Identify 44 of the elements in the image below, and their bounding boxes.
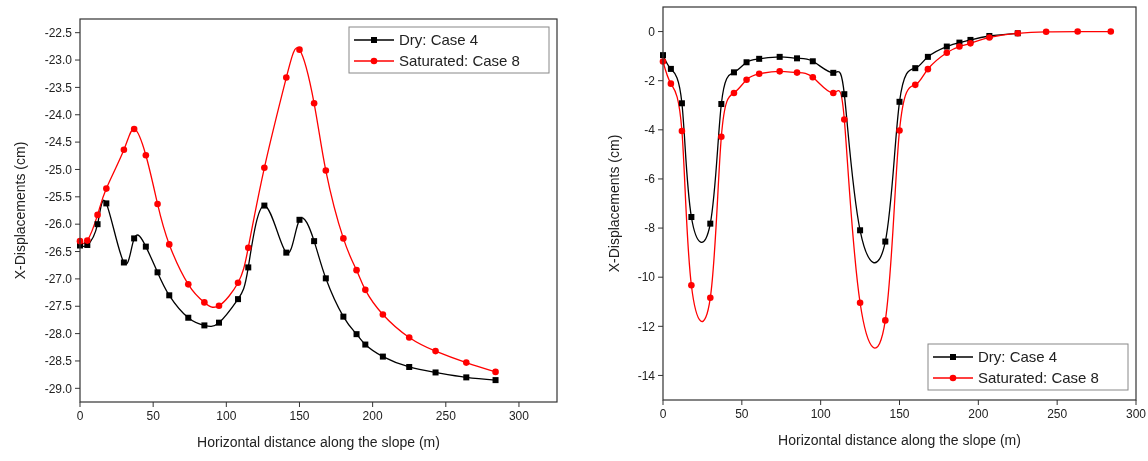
legend-label: Dry: Case 4	[978, 348, 1058, 366]
x-tick-label: 150	[889, 407, 910, 421]
y-tick-label: -8	[644, 221, 656, 236]
x-tick-label: 200	[362, 409, 383, 423]
legend-label: Saturated: Case 8	[399, 52, 520, 70]
x-tick-label: 300	[1125, 407, 1147, 421]
y-tick-label: -24.5	[44, 135, 73, 150]
x-tick-label: 250	[435, 409, 457, 423]
y-tick-label: -24.0	[44, 107, 73, 122]
x-tick-label: 0	[76, 409, 84, 423]
x-axis-title: Horizontal distance along the slope (m)	[778, 432, 1021, 448]
x-tick-label: 200	[968, 407, 989, 421]
x-tick-label: 100	[216, 409, 237, 423]
y-tick-label: -4	[644, 123, 656, 138]
y-tick-label: -14	[637, 368, 656, 383]
y-tick-label: -10	[637, 270, 656, 285]
y-tick-label: -25.0	[44, 162, 73, 177]
x-axis-title: Horizontal distance along the slope (m)	[197, 434, 440, 450]
x-tick-label: 150	[289, 409, 310, 423]
y-tick-label: -26.0	[44, 217, 73, 232]
y-tick-label: -6	[644, 172, 656, 187]
y-tick-label: -27.0	[44, 272, 73, 287]
y-tick-label: -23.0	[44, 53, 73, 68]
x-tick-label: 300	[508, 409, 530, 423]
y-tick-label: -27.5	[44, 299, 73, 314]
y-tick-label: -29.0	[44, 381, 73, 396]
y-tick-label: -28.5	[44, 354, 73, 369]
y-tick-label: -26.5	[44, 244, 73, 259]
x-tick-label: 250	[1047, 407, 1068, 421]
y-axis-title: X-Displacements (cm)	[11, 141, 28, 280]
y-tick-label: -25.5	[44, 190, 73, 205]
y-tick-label: -22.5	[44, 25, 73, 40]
y-tick-label: -28.0	[44, 326, 73, 341]
y-tick-label: 0	[648, 24, 656, 39]
legend-label: Dry: Case 4	[399, 31, 479, 49]
y-tick-label: -12	[637, 319, 656, 334]
y-tick-label: -2	[644, 73, 656, 88]
legend-label: Saturated: Case 8	[978, 369, 1099, 387]
y-axis-title: X-Displacements (cm)	[605, 134, 622, 273]
y-tick-label: -23.5	[44, 80, 73, 95]
x-tick-label: 0	[659, 407, 667, 421]
x-tick-label: 50	[146, 409, 161, 423]
x-tick-label: 50	[735, 407, 749, 421]
x-tick-label: 100	[810, 407, 831, 421]
